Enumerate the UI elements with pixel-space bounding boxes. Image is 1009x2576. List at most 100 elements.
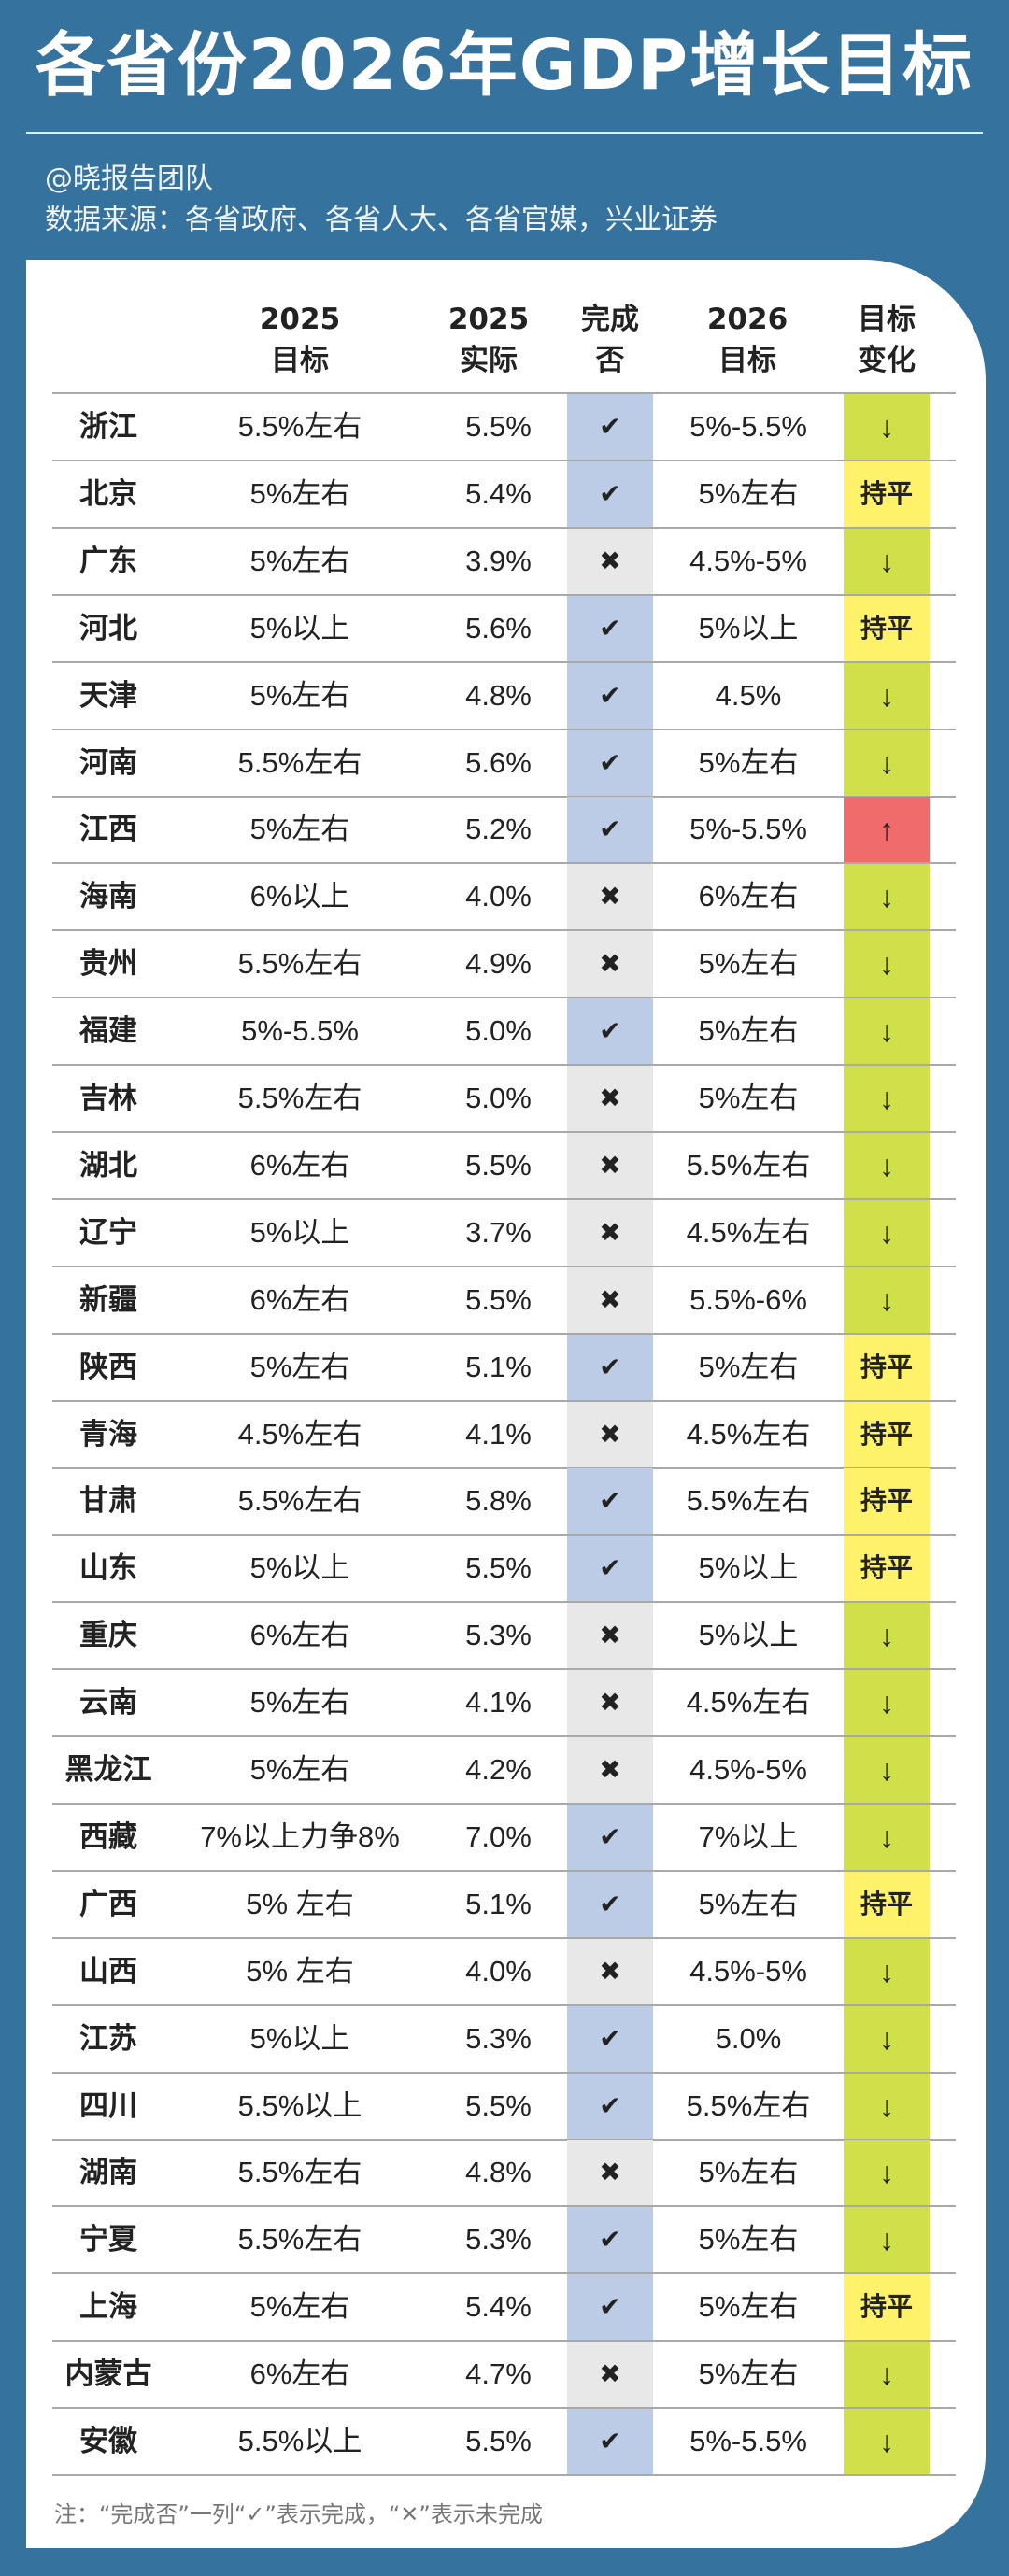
table-row: 山东 5%以上 5.5% ✔ 5%以上 持平 bbox=[52, 1536, 956, 1604]
province-cell: 宁夏 bbox=[79, 2223, 137, 2257]
actual-2025-cell: 5.1% bbox=[465, 1887, 532, 1920]
actual-2025-cell: 3.7% bbox=[465, 1215, 532, 1249]
target-2025-cell: 5%以上 bbox=[249, 2021, 350, 2055]
row-divider bbox=[52, 1197, 956, 1200]
target-2025-cell: 6%左右 bbox=[249, 2357, 350, 2391]
target-2026-cell: 5%左右 bbox=[698, 1014, 799, 1048]
arrow-down-icon: ↓ bbox=[844, 864, 930, 930]
target-2026-cell: 5%以上 bbox=[698, 611, 799, 644]
target-2025-cell: 5% 左右 bbox=[246, 1954, 354, 1988]
actual-2025-cell: 5.0% bbox=[465, 1014, 532, 1048]
check-icon: ✔ bbox=[567, 1334, 653, 1400]
check-icon: ✔ bbox=[567, 729, 653, 796]
target-2025-cell: 5.5%以上 bbox=[237, 2425, 362, 2457]
arrow-down-icon: ↓ bbox=[844, 1670, 930, 1736]
row-divider bbox=[52, 2003, 956, 2006]
target-2025-cell: 7%以上力争8% bbox=[200, 1819, 400, 1853]
arrow-down-icon: ↓ bbox=[844, 931, 930, 998]
row-divider bbox=[52, 1466, 956, 1469]
row-divider bbox=[52, 2474, 956, 2476]
target-2026-cell: 5%左右 bbox=[698, 2290, 799, 2324]
province-cell: 吉林 bbox=[79, 1082, 137, 1114]
row-divider bbox=[52, 2407, 956, 2410]
row-divider bbox=[52, 795, 956, 798]
province-cell: 福建 bbox=[79, 1014, 137, 1048]
province-cell: 广西 bbox=[79, 1887, 137, 1920]
table-row: 内蒙古 6%左右 4.7% ✖ 5%左右 ↓ bbox=[52, 2342, 956, 2410]
row-divider bbox=[52, 1936, 956, 1939]
province-cell: 广东 bbox=[79, 544, 137, 577]
target-2026-cell: 5%左右 bbox=[698, 2156, 799, 2189]
province-cell: 陕西 bbox=[79, 1350, 137, 1383]
province-cell: 上海 bbox=[79, 2290, 137, 2324]
actual-2025-cell: 5.2% bbox=[465, 813, 532, 846]
actual-2025-cell: 5.3% bbox=[465, 2223, 532, 2257]
row-divider bbox=[52, 1064, 956, 1067]
footnote: 注：“完成否”一列“✓”表示完成，“✕”表示未完成 bbox=[54, 2501, 543, 2527]
table-row: 广东 5%左右 3.9% ✖ 4.5%-5% ↓ bbox=[52, 528, 956, 596]
header-line: 目标 bbox=[271, 344, 329, 377]
cross-icon: ✖ bbox=[567, 528, 653, 594]
check-icon: ✔ bbox=[567, 2005, 653, 2072]
row-divider bbox=[52, 997, 956, 999]
cross-icon: ✖ bbox=[567, 2140, 653, 2206]
arrow-down-icon: ↓ bbox=[844, 1804, 930, 1870]
target-2026-cell: 4.5%左右 bbox=[686, 1215, 811, 1249]
arrow-down-icon: ↓ bbox=[844, 1132, 930, 1198]
target-2025-cell: 5%左右 bbox=[249, 813, 350, 846]
target-2025-cell: 6%以上 bbox=[249, 880, 350, 913]
table-row: 陕西 5%左右 5.1% ✔ 5%左右 持平 bbox=[52, 1334, 956, 1402]
table-row: 天津 5%左右 4.8% ✔ 4.5% ↓ bbox=[52, 662, 956, 730]
target-2025-cell: 5.5%以上 bbox=[237, 2088, 362, 2122]
actual-2025-cell: 5.5% bbox=[465, 2088, 532, 2122]
row-divider bbox=[52, 929, 956, 932]
page-title: 各省份2026年GDP增长目标 bbox=[35, 25, 974, 106]
cross-icon: ✖ bbox=[567, 2342, 653, 2408]
province-cell: 河南 bbox=[79, 745, 137, 779]
table-row: 青海 4.5%左右 4.1% ✖ 4.5%左右 持平 bbox=[52, 1401, 956, 1469]
province-cell: 浙江 bbox=[79, 410, 137, 443]
actual-2025-cell: 5.3% bbox=[465, 2021, 532, 2055]
flat-badge: 持平 bbox=[844, 595, 930, 661]
cross-icon: ✖ bbox=[567, 864, 653, 930]
province-cell: 北京 bbox=[79, 476, 137, 510]
target-2025-cell: 5%左右 bbox=[249, 2290, 350, 2324]
row-divider bbox=[52, 2205, 956, 2208]
target-2025-cell: 5%左右 bbox=[249, 678, 350, 712]
actual-2025-cell: 5.4% bbox=[465, 2290, 532, 2324]
target-2026-cell: 5.5%左右 bbox=[686, 1484, 811, 1518]
target-2026-cell: 6%左右 bbox=[698, 880, 799, 913]
arrow-down-icon: ↓ bbox=[844, 1737, 930, 1803]
target-2026-cell: 4.5%-5% bbox=[689, 544, 807, 577]
check-icon: ✔ bbox=[567, 2073, 653, 2139]
province-cell: 黑龙江 bbox=[64, 1753, 152, 1786]
actual-2025-cell: 7.0% bbox=[465, 1819, 532, 1853]
table-row: 吉林 5.5%左右 5.0% ✖ 5%左右 ↓ bbox=[52, 1066, 956, 1133]
cross-icon: ✖ bbox=[567, 1401, 653, 1467]
target-2026-cell: 5%左右 bbox=[698, 1887, 799, 1920]
actual-2025-cell: 4.1% bbox=[465, 1686, 532, 1720]
target-2026-cell: 5%左右 bbox=[698, 2223, 799, 2257]
header-target-2026: 2026 目标 bbox=[673, 299, 822, 381]
target-2025-cell: 5%左右 bbox=[249, 476, 350, 510]
arrow-down-icon: ↓ bbox=[844, 1199, 930, 1266]
row-divider bbox=[52, 1668, 956, 1671]
actual-2025-cell: 5.6% bbox=[465, 611, 532, 644]
row-divider bbox=[52, 1399, 956, 1402]
header-target-2025: 2025 目标 bbox=[225, 299, 375, 381]
target-2026-cell: 5.5%左右 bbox=[686, 1148, 811, 1182]
table-row: 重庆 6%左右 5.3% ✖ 5%以上 ↓ bbox=[52, 1603, 956, 1671]
actual-2025-cell: 5.5% bbox=[465, 1148, 532, 1182]
check-icon: ✔ bbox=[567, 460, 653, 527]
arrow-down-icon: ↓ bbox=[844, 1267, 930, 1333]
target-2025-cell: 5.5%左右 bbox=[237, 2156, 362, 2189]
table-row: 黑龙江 5%左右 4.2% ✖ 4.5%-5% ↓ bbox=[52, 1737, 956, 1805]
row-divider bbox=[52, 2272, 956, 2275]
province-cell: 贵州 bbox=[79, 947, 137, 981]
province-cell: 新疆 bbox=[79, 1282, 137, 1316]
table-row: 山西 5% 左右 4.0% ✖ 4.5%-5% ↓ bbox=[52, 1938, 956, 2006]
header-line: 目标 bbox=[858, 303, 916, 336]
cross-icon: ✖ bbox=[567, 931, 653, 998]
flat-badge: 持平 bbox=[844, 1401, 930, 1467]
table-row: 贵州 5.5%左右 4.9% ✖ 5%左右 ↓ bbox=[52, 931, 956, 999]
